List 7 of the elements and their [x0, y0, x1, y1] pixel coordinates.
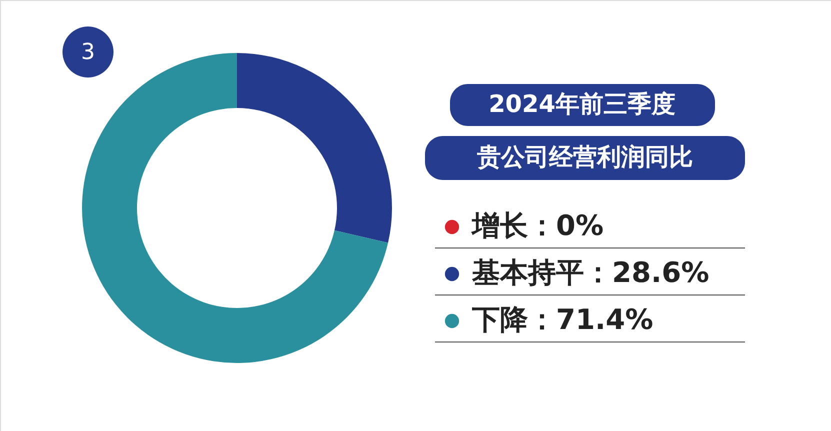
text: 2024年前三季度: [488, 90, 676, 118]
legend-label: 下降：71.4%: [471, 303, 654, 336]
legend-label: 增长：0%: [470, 209, 604, 242]
text: 3: [81, 40, 95, 65]
donut-slice: [237, 53, 392, 243]
text: 贵公司经营利润同比: [476, 143, 693, 171]
legend-label: 基本持平：28.6%: [471, 256, 710, 289]
